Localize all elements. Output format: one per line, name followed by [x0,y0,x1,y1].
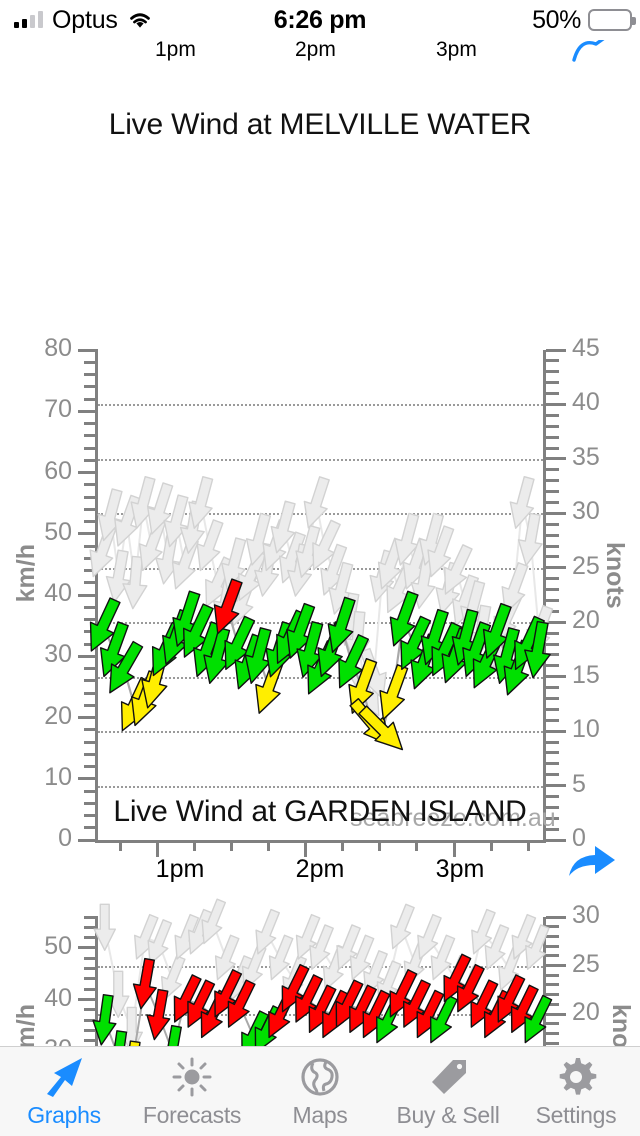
y-tick-label: 50 [44,931,72,960]
y-tick-label: 50 [44,517,72,546]
y2-tick-label: 25 [572,551,600,580]
globe-icon [299,1056,341,1098]
tab-label-settings: Settings [535,1102,617,1128]
status-bar-left: Optus [0,6,210,35]
plot-area-melville-water[interactable]: 0 10 20 30 40 50 60 70 80 0 5 10 15 20 25 30 35 40 45 km/… [0,142,640,883]
y-tick-label: 10 [44,762,72,791]
share-arrow-icon[interactable] [570,30,626,69]
prev-xtick-1pm: 1pm [155,38,196,61]
y-tick-label: 30 [44,640,72,669]
chart-title: Live Wind at GARDEN ISLAND [113,795,527,828]
tab-label-buy-and-sell: Buy & Sell [396,1102,500,1128]
arrow-up-right-icon [41,1056,87,1098]
y-axis-line-left [95,917,98,1046]
battery-percent-label: 50% [532,5,581,34]
wifi-icon [127,10,153,30]
cellular-signal-icon [14,11,43,28]
prev-xtick-3pm: 3pm [436,38,477,61]
y2-tick-label: 25 [572,949,600,978]
chart-title: Live Wind at MELVILLE WATER [108,108,532,141]
prev-xtick-2pm: 2pm [295,38,336,61]
share-arrow-icon[interactable] [565,840,625,887]
y2-tick-label: 30 [572,901,600,929]
gear-icon [555,1056,597,1098]
carrier-name: Optus [52,5,118,34]
y2-tick-label: 45 [572,334,600,362]
tab-bar[interactable]: Graphs Forecasts [0,1046,640,1136]
chart-card-melville-water[interactable]: Live Wind at MELVILLE WATER 0 10 20 30 40 50 6… [0,108,640,883]
watermark: seabreeze.com.au [350,804,556,832]
x-tick-label-3pm: 3pm [435,855,485,883]
y2-tick-label: 30 [572,497,600,526]
x-axis-line [95,840,546,843]
tab-label-forecasts: Forecasts [142,1102,242,1128]
battery-icon [588,9,636,31]
tab-graphs[interactable]: Graphs [0,1047,128,1129]
y-tick-label: 60 [44,456,72,485]
tab-maps[interactable]: Maps [256,1047,384,1129]
tab-forecasts[interactable]: Forecasts [128,1047,256,1129]
y-axis-line-right [543,350,546,842]
y-axis-line-right [543,917,546,1046]
sun-icon [170,1056,214,1098]
y-tick-label: 20 [44,701,72,730]
y2-tick-label: 40 [572,388,600,417]
y2-tick-label: 20 [572,998,600,1027]
y-tick-label: 80 [44,334,72,362]
wind-arrow-series [89,476,554,751]
status-bar: Optus 6:26 pm 50% [0,0,640,40]
wind-arrow-series [92,898,553,1046]
status-bar-right: 50% [430,6,640,35]
y2-tick-label: 35 [572,442,600,471]
y-axis-right-title: knots [607,1004,635,1046]
y-tick-label: 40 [44,579,72,607]
status-bar-clock: 6:26 pm [273,5,367,34]
y-tick-label: 0 [58,824,72,852]
y2-tick-label: 20 [572,606,600,635]
y2-tick-label: 0 [572,824,586,852]
tag-icon [426,1056,470,1098]
scroll-content[interactable]: 1pm 2pm 3pm Live Wind at MELVILLE WATER … [0,0,640,1046]
tab-buy-and-sell[interactable]: Buy & Sell [384,1047,512,1129]
tab-settings[interactable]: Settings [512,1047,640,1129]
x-tick-label-1pm: 1pm [155,855,205,883]
tab-label-maps: Maps [292,1102,348,1128]
x-tick-label-2pm: 2pm [295,855,345,883]
y-tick-label: 30 [20,1035,72,1046]
y-tick-label: 40 [44,983,72,1012]
y2-tick-label: 5 [572,769,586,798]
status-bar-center: 6:26 pm [210,6,430,35]
y2-tick-label: 10 [572,715,600,744]
y2-tick-label: 15 [572,660,600,689]
y-axis-right-title: knots [601,542,629,609]
tab-label-graphs: Graphs [27,1102,101,1128]
y-tick-label: 70 [44,395,72,424]
